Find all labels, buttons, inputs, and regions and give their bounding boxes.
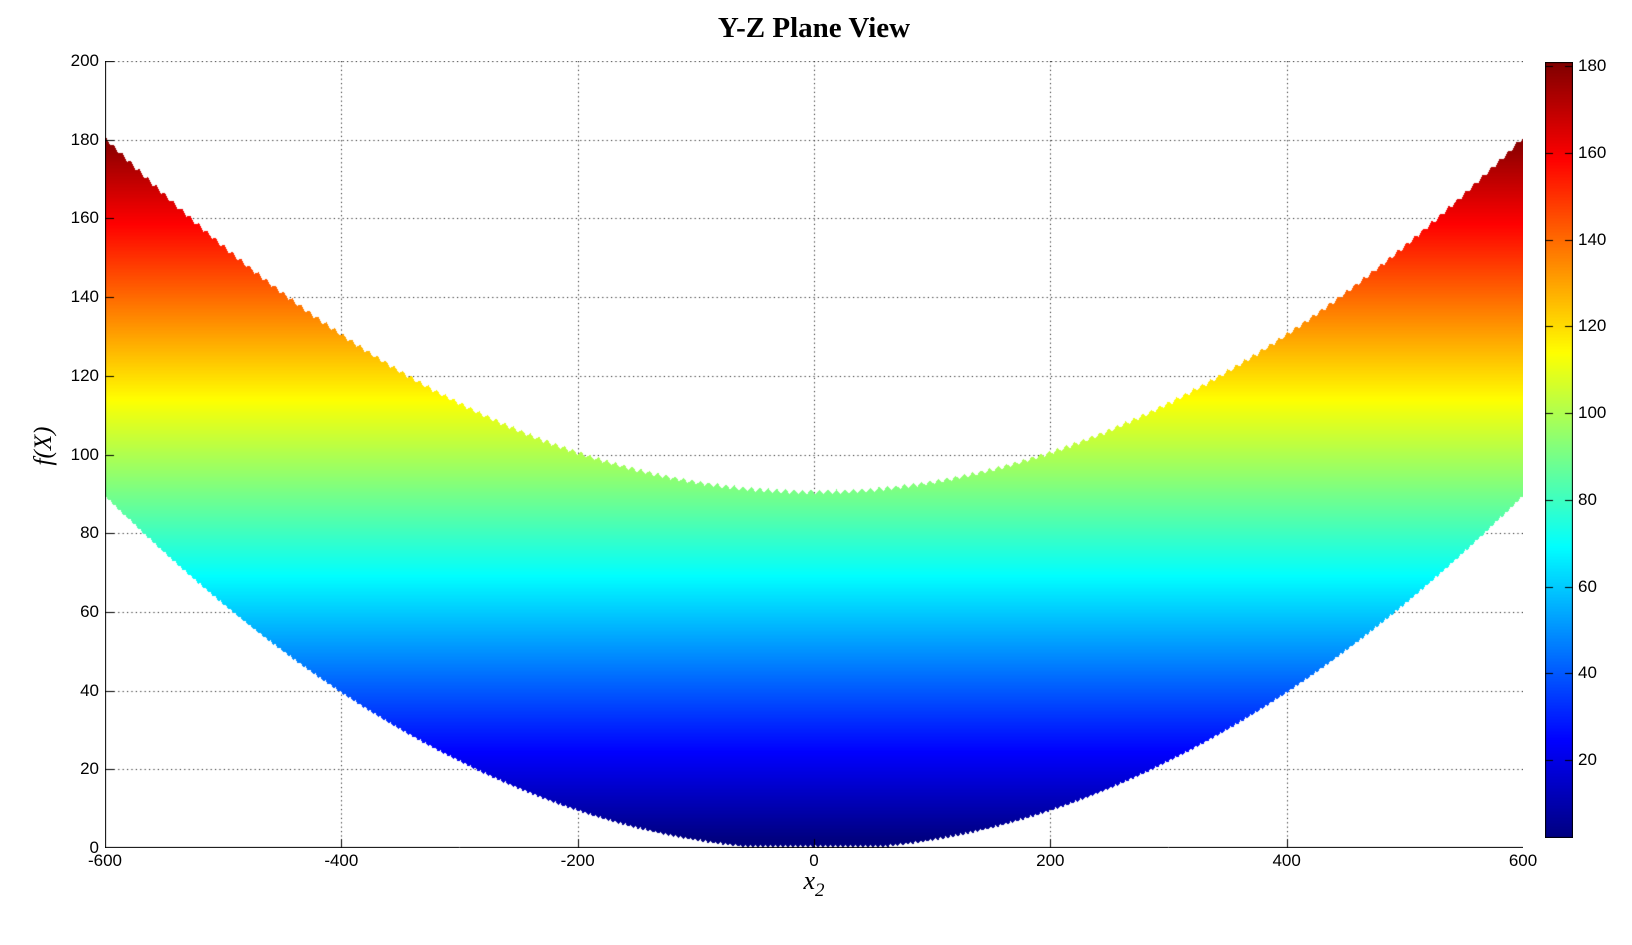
x-tick-label: 400 [1272,851,1301,870]
x-tick-label: -200 [560,851,595,870]
x-tick-label: -400 [324,851,359,870]
colorbar-tick-label: 20 [1578,749,1597,769]
y-tick-label: 60 [80,601,99,621]
colorbar-tick-label: 60 [1578,576,1597,596]
chart-title: Y-Z Plane View [717,12,911,44]
plot-canvas [105,61,1523,848]
colorbar-tick-label: 120 [1578,316,1607,336]
x-axis-label-base: x [803,866,816,895]
y-tick-label: 200 [70,51,99,70]
y-tick-label: 80 [80,523,99,543]
colorbar-tick-label: 40 [1578,663,1597,683]
colorbar-tick-label: 180 [1578,56,1607,76]
x-tick-label: 0 [809,851,819,870]
y-tick-label: 100 [70,444,99,464]
y-tick-label: 40 [80,680,99,700]
y-tick-label: 140 [70,287,99,307]
x-axis-label: x2 [105,866,1523,902]
x-tick-label: 200 [1036,851,1065,870]
y-tick-label: 120 [70,365,99,385]
y-tick-label: 180 [70,129,99,149]
x-axis-label-subscript: 2 [815,880,825,901]
colorbar-tick-label: 100 [1578,403,1607,423]
colorbar-tick-label: 80 [1578,489,1597,509]
x-tick-label: 600 [1508,851,1538,870]
colorbar-canvas [1545,62,1573,838]
y-tick-label: 0 [89,838,99,857]
x-tick-label: -600 [87,851,123,870]
y-tick-label: 20 [80,759,99,779]
colorbar-tick-label: 140 [1578,229,1607,249]
y-tick-label: 160 [70,208,99,228]
colorbar-tick-label: 160 [1578,143,1607,163]
